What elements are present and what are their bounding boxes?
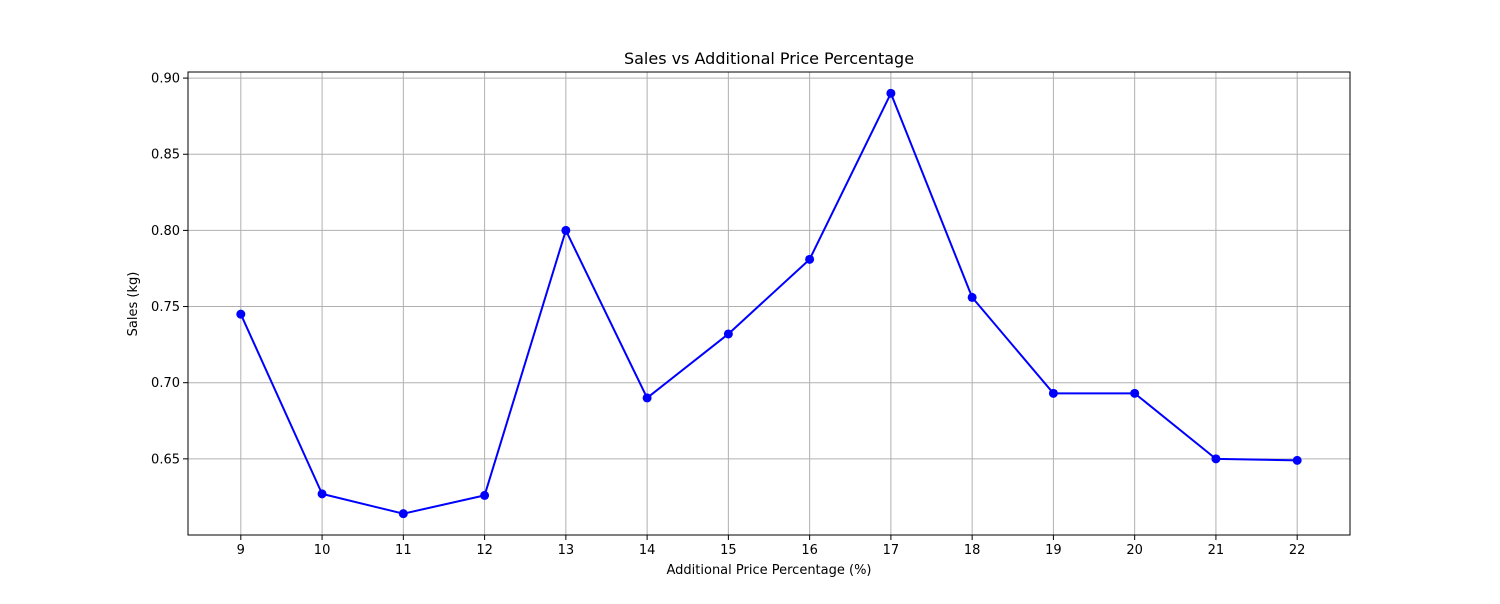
- x-tick-label: 16: [801, 543, 818, 558]
- x-tick-label: 10: [314, 543, 331, 558]
- axis-ticks: 9 10 11 12 13 14 15 16 17 18 19 20 21 22 0.65 0.70 0.75 0…: [151, 72, 1305, 558]
- data-point: [886, 88, 896, 98]
- x-tick-label: 9: [237, 543, 245, 558]
- data-point: [561, 225, 571, 235]
- x-tick-label: 18: [964, 543, 981, 558]
- y-axis-label: Sales (kg): [126, 272, 141, 337]
- data-point: [480, 490, 490, 500]
- x-tick-label: 15: [720, 543, 737, 558]
- x-tick-label: 21: [1208, 543, 1225, 558]
- data-point: [1130, 388, 1140, 398]
- y-tick-label: 0.80: [151, 224, 180, 239]
- data-point: [967, 292, 977, 302]
- data-point: [642, 393, 652, 403]
- y-tick-label: 0.70: [151, 376, 180, 391]
- y-tick-label: 0.85: [151, 148, 180, 163]
- y-tick-label: 0.65: [151, 452, 180, 467]
- data-point: [236, 309, 246, 319]
- x-tick-label: 13: [558, 543, 575, 558]
- data-point: [723, 329, 733, 339]
- x-tick-label: 20: [1126, 543, 1143, 558]
- data-point: [805, 254, 815, 264]
- data-point: [1211, 454, 1221, 464]
- plot-frame: [187, 71, 1351, 536]
- data-point: [317, 489, 327, 499]
- data-point: [1048, 388, 1058, 398]
- y-tick-label: 0.90: [151, 72, 180, 87]
- y-tick-label: 0.75: [151, 300, 180, 315]
- data-point: [1292, 455, 1302, 465]
- data-point: [398, 509, 408, 519]
- x-axis-label: Additional Price Percentage (%): [667, 563, 872, 578]
- x-tick-label: 11: [395, 543, 412, 558]
- series-line: [239, 92, 1298, 515]
- x-tick-label: 19: [1045, 543, 1062, 558]
- x-tick-label: 22: [1289, 543, 1306, 558]
- chart-title: Sales vs Additional Price Percentage: [624, 49, 914, 68]
- x-tick-label: 12: [476, 543, 493, 558]
- x-tick-label: 14: [639, 543, 656, 558]
- series-layer: [236, 88, 1302, 519]
- x-tick-label: 17: [883, 543, 900, 558]
